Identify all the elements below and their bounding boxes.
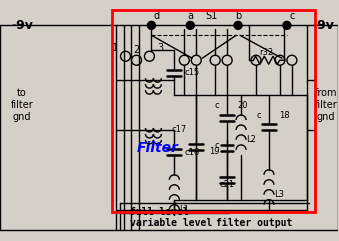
Text: c15: c15	[184, 68, 199, 77]
Text: to
filter
gnd: to filter gnd	[11, 88, 33, 122]
Circle shape	[283, 21, 291, 29]
Text: b: b	[235, 11, 241, 21]
Text: c17: c17	[171, 126, 186, 134]
Text: c16: c16	[184, 148, 200, 157]
Text: d: d	[153, 11, 159, 21]
Text: variable level: variable level	[129, 218, 212, 228]
Text: r32: r32	[259, 48, 274, 57]
Text: -9v: -9v	[11, 19, 33, 32]
Text: c: c	[215, 100, 219, 110]
Text: L1: L1	[179, 205, 189, 214]
Text: 2: 2	[133, 45, 140, 55]
Text: S1: S1	[205, 11, 217, 21]
Text: 20: 20	[237, 100, 247, 110]
Circle shape	[147, 21, 155, 29]
Circle shape	[234, 21, 242, 29]
Text: c21: c21	[220, 180, 235, 189]
Text: 18: 18	[279, 111, 290, 120]
Text: L2: L2	[246, 135, 256, 144]
Text: a: a	[187, 11, 193, 21]
Text: -9v: -9v	[313, 19, 335, 32]
Text: c: c	[215, 141, 219, 150]
Text: filter output: filter output	[216, 218, 292, 228]
Text: 1: 1	[112, 43, 118, 53]
Text: c: c	[256, 111, 261, 120]
Text: Filter: Filter	[137, 141, 178, 155]
Text: L3: L3	[274, 190, 284, 199]
Text: 19: 19	[209, 147, 219, 156]
Text: from
filter
gnd: from filter gnd	[314, 88, 337, 122]
Circle shape	[186, 21, 194, 29]
Bar	[112, 10, 315, 212]
Text: full level: full level	[129, 207, 188, 217]
Text: c: c	[289, 11, 295, 21]
Text: 3: 3	[157, 43, 163, 53]
